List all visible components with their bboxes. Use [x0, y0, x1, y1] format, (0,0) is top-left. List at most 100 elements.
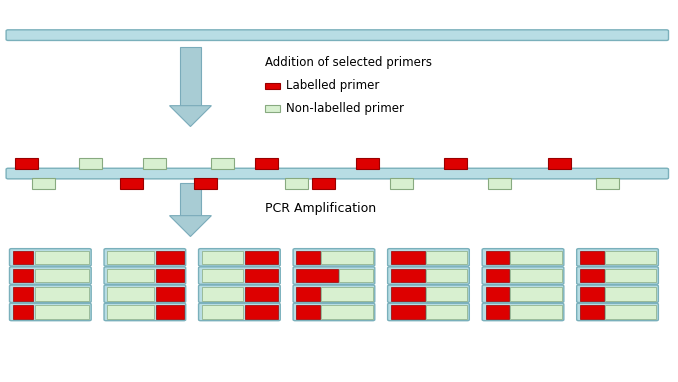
Bar [605, 287, 656, 301]
FancyBboxPatch shape [388, 267, 469, 284]
Bar [605, 269, 656, 282]
Bar [296, 269, 338, 282]
Bar [443, 158, 466, 169]
Bar [107, 251, 154, 264]
Polygon shape [170, 216, 212, 236]
FancyBboxPatch shape [577, 267, 658, 284]
Bar [296, 287, 320, 301]
Bar [391, 251, 424, 264]
Bar [35, 287, 89, 301]
Bar [155, 269, 184, 282]
Text: PCR Amplification: PCR Amplification [264, 202, 376, 215]
Bar [321, 251, 373, 264]
Text: Addition of selected primers: Addition of selected primers [264, 55, 432, 68]
Bar [580, 251, 603, 264]
FancyBboxPatch shape [482, 303, 564, 321]
Bar [580, 287, 603, 301]
Bar [511, 305, 562, 319]
FancyBboxPatch shape [577, 303, 658, 321]
FancyBboxPatch shape [388, 249, 469, 266]
FancyBboxPatch shape [388, 285, 469, 303]
FancyBboxPatch shape [199, 285, 280, 303]
FancyBboxPatch shape [293, 303, 375, 321]
Bar [245, 305, 278, 319]
Bar [35, 269, 89, 282]
Bar [180, 47, 201, 106]
Bar [296, 251, 320, 264]
Bar [426, 287, 467, 301]
Bar [339, 269, 373, 282]
Bar [391, 287, 424, 301]
Polygon shape [170, 106, 212, 126]
FancyBboxPatch shape [199, 267, 280, 284]
Bar [13, 269, 33, 282]
Text: Non-labelled primer: Non-labelled primer [286, 102, 404, 115]
Bar [595, 178, 618, 189]
Bar [194, 178, 217, 189]
Bar [485, 269, 509, 282]
Bar [580, 305, 603, 319]
Bar [155, 251, 184, 264]
Bar [426, 305, 467, 319]
FancyBboxPatch shape [104, 285, 186, 303]
FancyBboxPatch shape [482, 249, 564, 266]
Bar [202, 305, 243, 319]
FancyBboxPatch shape [293, 285, 375, 303]
Bar [255, 158, 277, 169]
Bar [35, 251, 89, 264]
Bar [155, 305, 184, 319]
FancyBboxPatch shape [9, 303, 92, 321]
Bar [511, 251, 562, 264]
FancyBboxPatch shape [9, 267, 92, 284]
Bar [264, 83, 279, 89]
Text: Labelled primer: Labelled primer [286, 79, 380, 92]
Bar [13, 251, 33, 264]
Bar [511, 287, 562, 301]
Bar [485, 305, 509, 319]
Bar [605, 251, 656, 264]
FancyBboxPatch shape [104, 303, 186, 321]
Bar [119, 178, 142, 189]
Bar [264, 105, 279, 112]
Bar [485, 287, 509, 301]
Bar [391, 269, 424, 282]
Bar [202, 287, 243, 301]
FancyBboxPatch shape [293, 267, 375, 284]
FancyBboxPatch shape [9, 249, 92, 266]
Bar [605, 305, 656, 319]
FancyBboxPatch shape [104, 267, 186, 284]
Bar [487, 178, 511, 189]
Bar [107, 269, 154, 282]
FancyBboxPatch shape [199, 249, 280, 266]
Bar [312, 178, 335, 189]
Bar [107, 287, 154, 301]
Bar [356, 158, 379, 169]
FancyBboxPatch shape [577, 285, 658, 303]
Bar [321, 305, 373, 319]
Bar [485, 251, 509, 264]
Bar [390, 178, 413, 189]
Bar [15, 158, 38, 169]
Bar [13, 287, 33, 301]
FancyBboxPatch shape [388, 303, 469, 321]
Bar [32, 178, 55, 189]
FancyBboxPatch shape [6, 168, 669, 179]
FancyBboxPatch shape [482, 267, 564, 284]
FancyBboxPatch shape [6, 30, 669, 40]
Bar [155, 287, 184, 301]
FancyBboxPatch shape [577, 249, 658, 266]
Bar [549, 158, 572, 169]
Bar [143, 158, 166, 169]
FancyBboxPatch shape [104, 249, 186, 266]
Bar [426, 269, 467, 282]
Bar [391, 305, 424, 319]
Bar [426, 251, 467, 264]
Bar [35, 305, 89, 319]
FancyBboxPatch shape [482, 285, 564, 303]
Bar [245, 251, 278, 264]
Bar [285, 178, 308, 189]
Bar [13, 305, 33, 319]
Bar [180, 183, 201, 216]
FancyBboxPatch shape [199, 303, 280, 321]
FancyBboxPatch shape [9, 285, 92, 303]
